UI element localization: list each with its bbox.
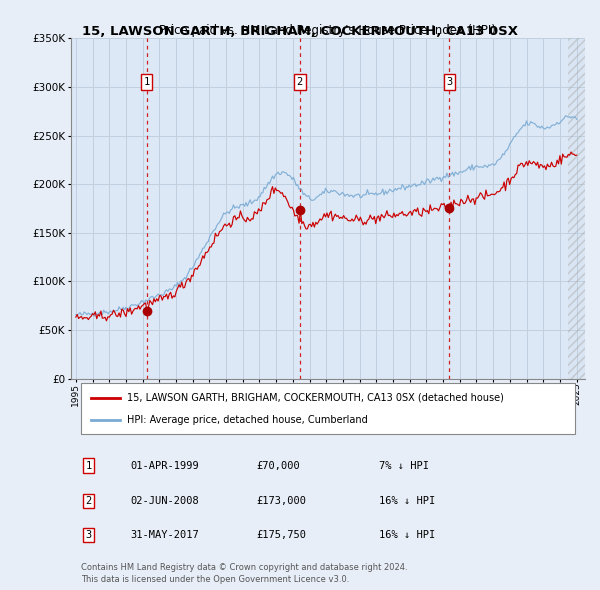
Text: Contains HM Land Registry data © Crown copyright and database right 2024.: Contains HM Land Registry data © Crown c… (81, 563, 408, 572)
Text: 2: 2 (86, 496, 92, 506)
Text: 01-APR-1999: 01-APR-1999 (130, 461, 199, 471)
Text: 1: 1 (143, 77, 150, 87)
Text: 7% ↓ HPI: 7% ↓ HPI (379, 461, 430, 471)
Text: £70,000: £70,000 (256, 461, 299, 471)
Text: 1: 1 (86, 461, 92, 471)
Text: 3: 3 (86, 530, 92, 540)
Text: 2: 2 (297, 77, 303, 87)
Text: 16% ↓ HPI: 16% ↓ HPI (379, 530, 436, 540)
Text: 02-JUN-2008: 02-JUN-2008 (130, 496, 199, 506)
Bar (568, 38, 585, 379)
Text: 31-MAY-2017: 31-MAY-2017 (130, 530, 199, 540)
Title: Price paid vs. HM Land Registry's House Price Index (HPI): Price paid vs. HM Land Registry's House … (160, 24, 496, 37)
Text: £173,000: £173,000 (256, 496, 306, 506)
Text: HPI: Average price, detached house, Cumberland: HPI: Average price, detached house, Cumb… (127, 415, 368, 425)
Text: 3: 3 (446, 77, 452, 87)
Bar (568, 38, 585, 379)
Text: 15, LAWSON GARTH, BRIGHAM, COCKERMOUTH, CA13 0SX: 15, LAWSON GARTH, BRIGHAM, COCKERMOUTH, … (82, 25, 518, 38)
Text: £175,750: £175,750 (256, 530, 306, 540)
Text: This data is licensed under the Open Government Licence v3.0.: This data is licensed under the Open Gov… (81, 575, 349, 584)
Text: 15, LAWSON GARTH, BRIGHAM, COCKERMOUTH, CA13 0SX (detached house): 15, LAWSON GARTH, BRIGHAM, COCKERMOUTH, … (127, 393, 504, 403)
FancyBboxPatch shape (81, 384, 575, 434)
Text: 16% ↓ HPI: 16% ↓ HPI (379, 496, 436, 506)
